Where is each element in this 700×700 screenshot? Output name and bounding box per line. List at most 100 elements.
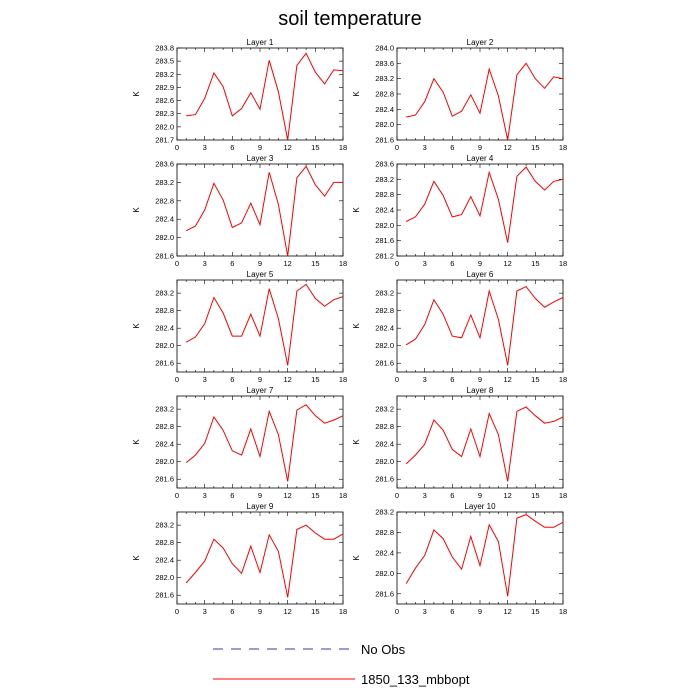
x-tick-label: 18 xyxy=(559,491,567,500)
x-tick-label: 6 xyxy=(230,143,234,152)
x-tick-label: 0 xyxy=(395,607,399,616)
panel-title: Layer 4 xyxy=(467,154,494,163)
series-line xyxy=(405,285,564,366)
y-tick-label: 281.6 xyxy=(155,359,174,368)
y-tick-label: 282.8 xyxy=(375,306,394,315)
y-axis-label: K xyxy=(352,323,361,329)
panel-title: Layer 1 xyxy=(247,38,274,47)
y-tick-label: 283.2 xyxy=(155,289,174,298)
y-tick-label: 282.9 xyxy=(155,83,174,92)
x-tick-label: 15 xyxy=(311,375,319,384)
panel-layer-4: Layer 4 0 3 6 9 12 15 18 281.2 281.6 282.0 282.4 282… xyxy=(352,154,567,268)
x-tick-label: 3 xyxy=(423,607,427,616)
panel-layer-6: Layer 6 0 3 6 9 12 15 18 281.6 282.0 282.4 282.8 283… xyxy=(352,270,567,384)
x-tick-label: 18 xyxy=(339,143,347,152)
figure-title: soil temperature xyxy=(278,8,422,30)
y-tick-label: 281.6 xyxy=(155,475,174,484)
y-tick-label: 282.0 xyxy=(155,341,174,350)
y-tick-label: 281.6 xyxy=(375,136,394,145)
x-tick-label: 18 xyxy=(339,491,347,500)
y-tick-label: 283.5 xyxy=(155,57,174,66)
panel-layer-2: Layer 2 0 3 6 9 12 15 18 281.6 282.0 282.4 282.8 283… xyxy=(352,38,567,152)
panel-frame xyxy=(396,279,564,373)
series-line xyxy=(185,165,343,257)
x-tick-label: 3 xyxy=(423,375,427,384)
panel-frame xyxy=(176,511,344,605)
y-tick-label: 282.4 xyxy=(375,324,394,333)
x-tick-label: 0 xyxy=(395,491,399,500)
x-tick-label: 0 xyxy=(175,375,179,384)
panel-title: Layer 3 xyxy=(247,154,274,163)
panel-layer-3: Layer 3 0 3 6 9 12 15 18 281.6 282.0 282.4 282.8 283… xyxy=(132,154,347,268)
x-tick-label: 9 xyxy=(258,143,262,152)
panel-title: Layer 8 xyxy=(467,386,494,395)
x-tick-label: 12 xyxy=(283,375,291,384)
panel-layer-8: Layer 8 0 3 6 9 12 15 18 281.6 282.0 282.4 282.8 283… xyxy=(352,386,567,500)
x-tick-label: 3 xyxy=(203,143,207,152)
panel-title: Layer 9 xyxy=(247,502,274,511)
series-line xyxy=(406,62,564,141)
x-tick-label: 3 xyxy=(203,375,207,384)
y-tick-label: 282.8 xyxy=(155,538,174,547)
x-tick-label: 6 xyxy=(450,143,454,152)
x-tick-label: 9 xyxy=(478,143,482,152)
x-tick-label: 12 xyxy=(283,143,291,152)
y-tick-label: 283.2 xyxy=(155,405,174,414)
x-tick-label: 9 xyxy=(258,491,262,500)
series-line xyxy=(185,404,344,482)
y-tick-label: 282.0 xyxy=(375,341,394,350)
y-tick-label: 282.4 xyxy=(155,215,174,224)
panel-layer-7: Layer 7 0 3 6 9 12 15 18 281.6 282.0 282.4 282.8 283… xyxy=(132,386,347,500)
series-line xyxy=(405,514,564,597)
x-tick-label: 15 xyxy=(531,143,539,152)
panel-layer-5: Layer 5 0 3 6 9 12 15 18 281.6 282.0 282.4 282.8 283… xyxy=(132,270,347,384)
y-tick-label: 284.0 xyxy=(375,44,394,53)
x-tick-label: 6 xyxy=(230,491,234,500)
x-tick-label: 6 xyxy=(230,259,234,268)
y-axis-label: K xyxy=(132,555,141,561)
y-tick-label: 282.0 xyxy=(155,457,174,466)
panel-layer-10: Layer 10 0 3 6 9 12 15 18 281.6 282.0 282.4 282.8 28… xyxy=(352,502,567,616)
y-tick-label: 282.0 xyxy=(155,122,174,131)
x-tick-label: 9 xyxy=(478,607,482,616)
x-tick-label: 15 xyxy=(531,607,539,616)
y-tick-label: 282.4 xyxy=(155,556,174,565)
y-tick-label: 283.2 xyxy=(155,521,174,530)
x-tick-label: 9 xyxy=(478,259,482,268)
x-tick-label: 18 xyxy=(339,259,347,268)
y-axis-label: K xyxy=(352,207,361,213)
y-tick-label: 281.6 xyxy=(375,236,394,245)
panel-layer-1: Layer 1 0 3 6 9 12 15 18 281.7 282.0 282.3 282.6 282… xyxy=(132,38,347,152)
y-tick-label: 282.4 xyxy=(375,440,394,449)
y-tick-label: 281.6 xyxy=(375,589,394,598)
x-tick-label: 9 xyxy=(258,259,262,268)
y-axis-label: K xyxy=(132,207,141,213)
y-tick-label: 283.6 xyxy=(375,59,394,68)
x-tick-label: 3 xyxy=(203,607,207,616)
x-tick-label: 15 xyxy=(311,143,319,152)
y-tick-label: 282.8 xyxy=(155,306,174,315)
y-tick-label: 282.0 xyxy=(375,457,394,466)
legend-label: No Obs xyxy=(361,642,406,657)
x-tick-label: 18 xyxy=(559,143,567,152)
y-axis-label: K xyxy=(132,439,141,445)
y-tick-label: 281.6 xyxy=(155,591,174,600)
y-axis-label: K xyxy=(132,323,141,329)
y-tick-label: 282.4 xyxy=(155,440,174,449)
x-tick-label: 12 xyxy=(503,375,511,384)
y-tick-label: 282.4 xyxy=(155,324,174,333)
y-tick-label: 282.0 xyxy=(155,573,174,582)
y-tick-label: 282.0 xyxy=(375,569,394,578)
y-tick-label: 281.7 xyxy=(155,136,174,145)
panel-title: Layer 7 xyxy=(247,386,274,395)
x-tick-label: 18 xyxy=(559,259,567,268)
panel-frame xyxy=(176,279,344,373)
x-tick-label: 0 xyxy=(175,491,179,500)
series-line xyxy=(405,166,564,243)
x-tick-label: 3 xyxy=(423,259,427,268)
series-line xyxy=(405,406,564,482)
x-tick-label: 9 xyxy=(478,375,482,384)
x-tick-label: 6 xyxy=(230,607,234,616)
y-tick-label: 282.8 xyxy=(375,90,394,99)
panel-frame xyxy=(396,47,564,141)
